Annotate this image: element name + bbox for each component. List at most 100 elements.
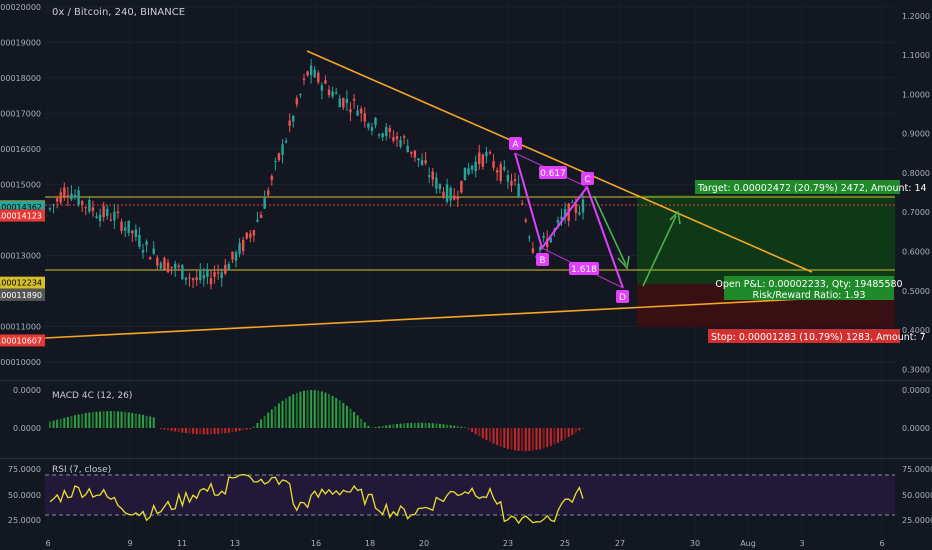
candle-body (195, 277, 198, 281)
macd-bar (63, 417, 66, 428)
candle-body (363, 113, 366, 122)
rsi-axis-tick: 50.0000 (902, 491, 932, 500)
macd-bar (138, 414, 141, 428)
candle-body (453, 195, 456, 200)
macd-bar (556, 428, 559, 443)
candle-body (513, 179, 517, 181)
candle-body (556, 219, 560, 223)
up-arrow-head (669, 210, 681, 225)
time-axis-label: 6 (879, 539, 884, 548)
macd-bar (378, 426, 381, 428)
macd-bar (392, 424, 395, 428)
candle-body (571, 201, 574, 203)
macd-bar (381, 425, 384, 428)
macd-bar (159, 428, 162, 429)
right-axis-tick: 0.9000 (902, 130, 930, 139)
macd-bar (395, 423, 398, 428)
candle-body (216, 272, 220, 274)
point-b: B (536, 253, 549, 266)
candle-body (191, 278, 195, 281)
right-axis-tick: 0.8000 (902, 169, 930, 178)
macd-bar (399, 423, 402, 428)
open-pl-label[interactable]: Open P&L: 0.00002233, Qty: 19485580 Risk… (715, 276, 903, 301)
descending-trendline[interactable] (306, 50, 813, 273)
svg-text:Stop: 0.00001283 (10.79%) 1283: Stop: 0.00001283 (10.79%) 1283, Amount: … (711, 332, 926, 343)
macd-bar (514, 428, 517, 451)
macd-bar (302, 390, 305, 428)
time-axis-label: 11 (177, 539, 187, 548)
candle-body (360, 108, 363, 114)
candle-body (510, 180, 513, 186)
macd-bar (277, 403, 280, 428)
candle-body (188, 277, 191, 279)
candle-body (127, 220, 130, 233)
rsi-axis-tick: 25.0000 (902, 516, 932, 525)
candle-body (224, 264, 227, 274)
macd-bar (471, 428, 474, 432)
candle-body (560, 216, 563, 220)
macd-bar (456, 426, 459, 428)
svg-text:B: B (539, 256, 545, 266)
left-price-axis[interactable]: 0.00020000 0.00019000 0.00018000 0.00017000… (0, 3, 45, 525)
candle-body (267, 190, 270, 195)
macd-bar (227, 428, 230, 433)
candle-body (209, 277, 213, 285)
svg-text:Risk/Reward Ratio: 1.93: Risk/Reward Ratio: 1.93 (752, 290, 865, 301)
candle-body (270, 175, 273, 181)
macd-bar (170, 428, 173, 431)
candle-body (48, 208, 52, 210)
macd-bar (188, 428, 191, 434)
candle-body (435, 177, 438, 189)
candle-body (467, 168, 470, 175)
time-axis[interactable]: 6 9 11 13 16 18 20 23 25 27 30 Aug 3 6 (45, 539, 884, 548)
macd-bar (363, 422, 366, 428)
macd-bar (453, 425, 456, 428)
svg-text:Target: 0.00002472 (20.79%) 24: Target: 0.00002472 (20.79%) 2472, Amount… (697, 183, 927, 194)
macd-bar (478, 428, 481, 437)
candle-body (234, 252, 238, 261)
macd-bar (417, 422, 420, 428)
macd-bar (574, 428, 577, 433)
macd-bar (496, 428, 499, 446)
macd-bar (152, 417, 155, 428)
macd-bar (467, 428, 470, 430)
right-price-axis[interactable]: 1.2000 1.1000 1.0000 0.9000 0.8000 0.7000 0.60… (902, 12, 932, 525)
macd-bar (295, 392, 298, 428)
macd-bar (313, 390, 316, 428)
macd-bar (528, 428, 531, 452)
candle-body (55, 198, 59, 202)
macd-bar (267, 412, 270, 428)
candle-body (252, 230, 256, 236)
candle-body (131, 230, 134, 234)
macd-bar (167, 428, 170, 431)
price-label-box (0, 209, 45, 222)
macd-bar (256, 423, 259, 428)
ascending-trendline[interactable] (44, 297, 823, 339)
macd-bar (299, 391, 302, 428)
up-arrow-shaft (642, 215, 677, 287)
candle-body (460, 180, 463, 193)
target-label[interactable]: Target: 0.00002472 (20.79%) 2472, Amount… (695, 180, 927, 194)
macd-bar (503, 428, 506, 448)
macd-histogram (49, 390, 584, 452)
macd-bar (56, 419, 59, 428)
candle-body (492, 161, 495, 168)
candle-body (98, 214, 102, 222)
candle-body (495, 170, 499, 173)
stop-label[interactable]: Stop: 0.00001283 (10.79%) 1283, Amount: … (708, 329, 926, 343)
time-axis-label: 16 (311, 539, 321, 548)
price-label: 0.00011890 (0, 291, 42, 300)
macd-bar (320, 391, 323, 428)
left-axis-tick: 0.00017000 (0, 109, 41, 118)
candle-body (474, 161, 477, 172)
candle-body (295, 98, 299, 105)
abcd-pattern[interactable]: 0.617 1.618 A B C D (509, 137, 629, 303)
macd-bar (174, 428, 177, 432)
macd-bar (113, 411, 116, 428)
candle-body (66, 195, 70, 198)
left-axis-tick: 0.00016000 (0, 145, 41, 154)
rsi-left-tick: 50.0000 (8, 491, 41, 500)
macd-bar (99, 411, 102, 428)
left-axis-tick: 0.00018000 (0, 74, 41, 83)
